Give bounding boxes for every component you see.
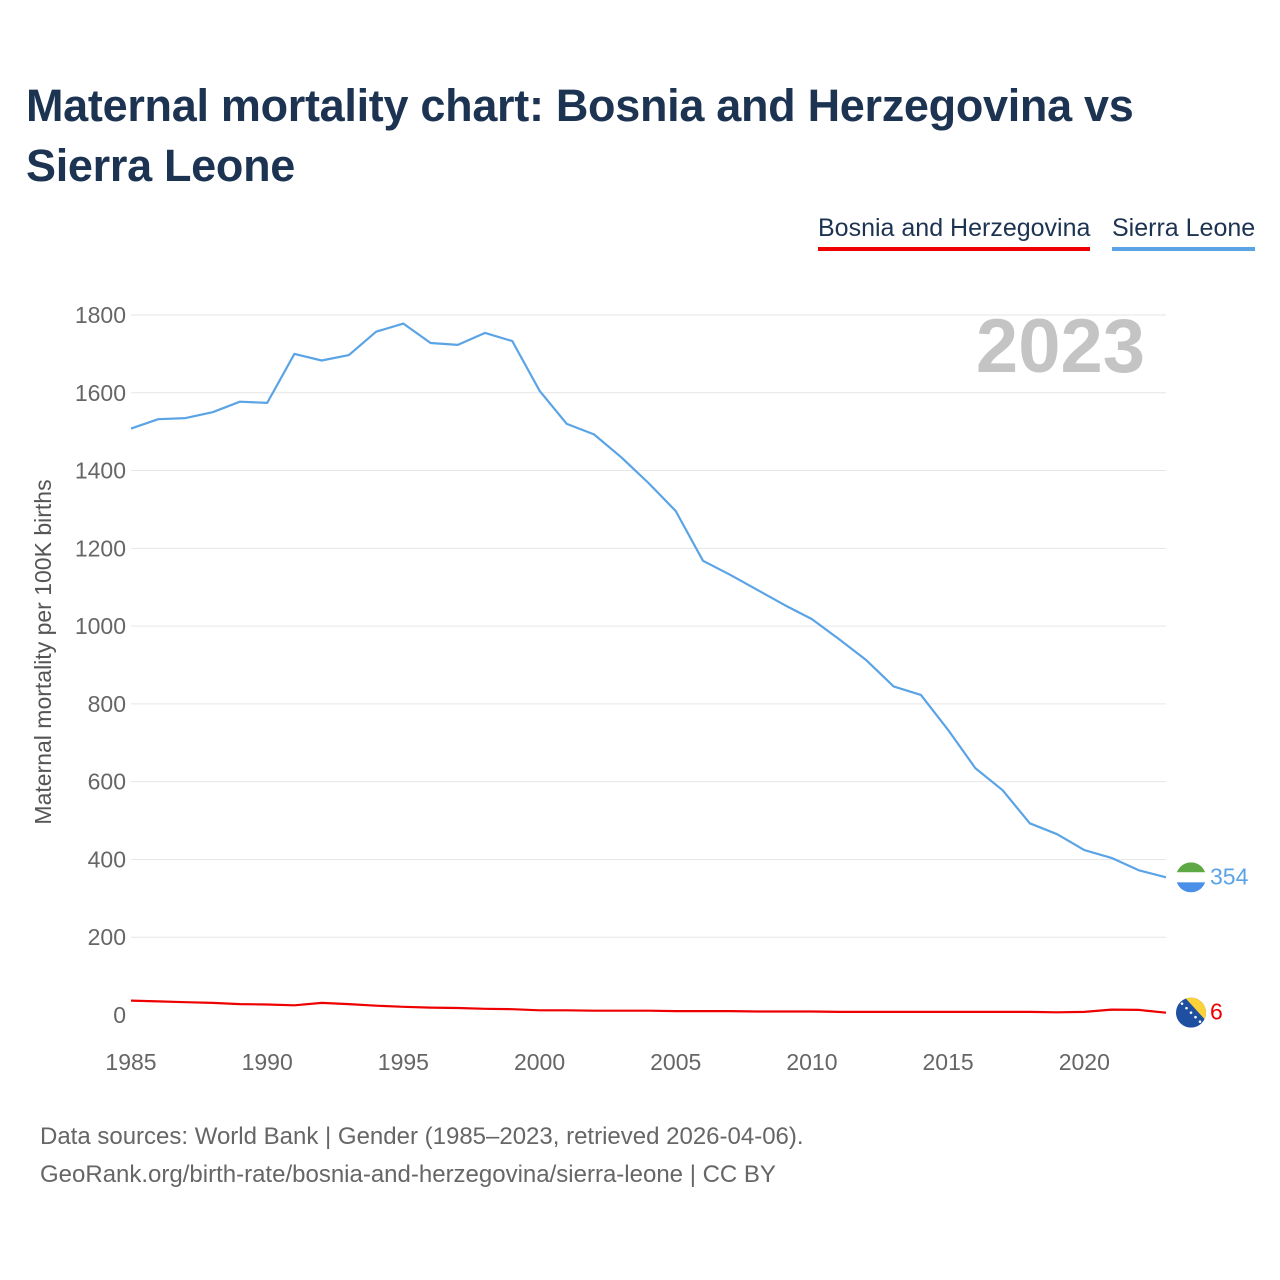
legend-sierra-leone[interactable]: Sierra Leone — [1112, 214, 1256, 251]
legend-bosnia-and-herzegovina[interactable]: Bosnia and Herzegovina — [818, 214, 1091, 251]
x-tick-label: 2005 — [650, 1049, 701, 1075]
grid-lines — [131, 314, 1166, 938]
end-label-bosnia-and-herzegovina: 6 — [1210, 999, 1223, 1025]
y-tick-label: 1000 — [75, 613, 126, 639]
y-tick-label: 1400 — [75, 458, 126, 484]
chart-title: Maternal mortality chart: Bosnia and Her… — [26, 80, 1134, 191]
x-tick-label: 1995 — [378, 1049, 429, 1075]
y-axis-ticks: 0 200 400 600 800 1000 1200 1400 1600 1800 — [75, 302, 126, 1028]
y-axis-label: Maternal mortality per 100K births — [30, 479, 56, 824]
series-lines — [130, 322, 1167, 1014]
x-tick-label: 2020 — [1059, 1049, 1110, 1075]
y-tick-label: 1600 — [75, 380, 126, 406]
y-tick-label: 200 — [88, 924, 126, 950]
y-tick-label: 0 — [113, 1002, 126, 1028]
x-tick-label: 1990 — [242, 1049, 293, 1075]
x-tick-label: 2010 — [786, 1049, 837, 1075]
x-tick-label: 2000 — [514, 1049, 565, 1075]
y-tick-label: 1800 — [75, 302, 126, 328]
y-tick-label: 1200 — [75, 535, 126, 561]
y-tick-label: 400 — [88, 846, 126, 872]
x-axis-ticks: 1985 1990 1995 2000 2005 2010 2015 2020 — [105, 1049, 1109, 1075]
end-markers: 354 6 — [1176, 862, 1249, 1028]
y-tick-label: 600 — [88, 769, 126, 795]
series-line-sierra-leone — [130, 322, 1167, 879]
y-tick-label: 800 — [88, 691, 126, 717]
series-line-bosnia-and-herzegovina — [130, 999, 1167, 1014]
footer: Data sources: World Bank | Gender (1985–… — [40, 1118, 804, 1194]
x-tick-label: 1985 — [105, 1049, 156, 1075]
footer-url[interactable]: GeoRank.org/birth-rate/bosnia-and-herzeg… — [40, 1161, 776, 1188]
footer-sources: Data sources: World Bank | Gender (1985–… — [40, 1123, 804, 1150]
year-watermark: 2023 — [976, 304, 1145, 389]
flag-icon-bosnia-and-herzegovina — [1176, 997, 1206, 1028]
end-label-sierra-leone: 354 — [1210, 863, 1249, 889]
flag-icon-sierra-leone — [1176, 862, 1206, 893]
x-tick-label: 2015 — [923, 1049, 974, 1075]
